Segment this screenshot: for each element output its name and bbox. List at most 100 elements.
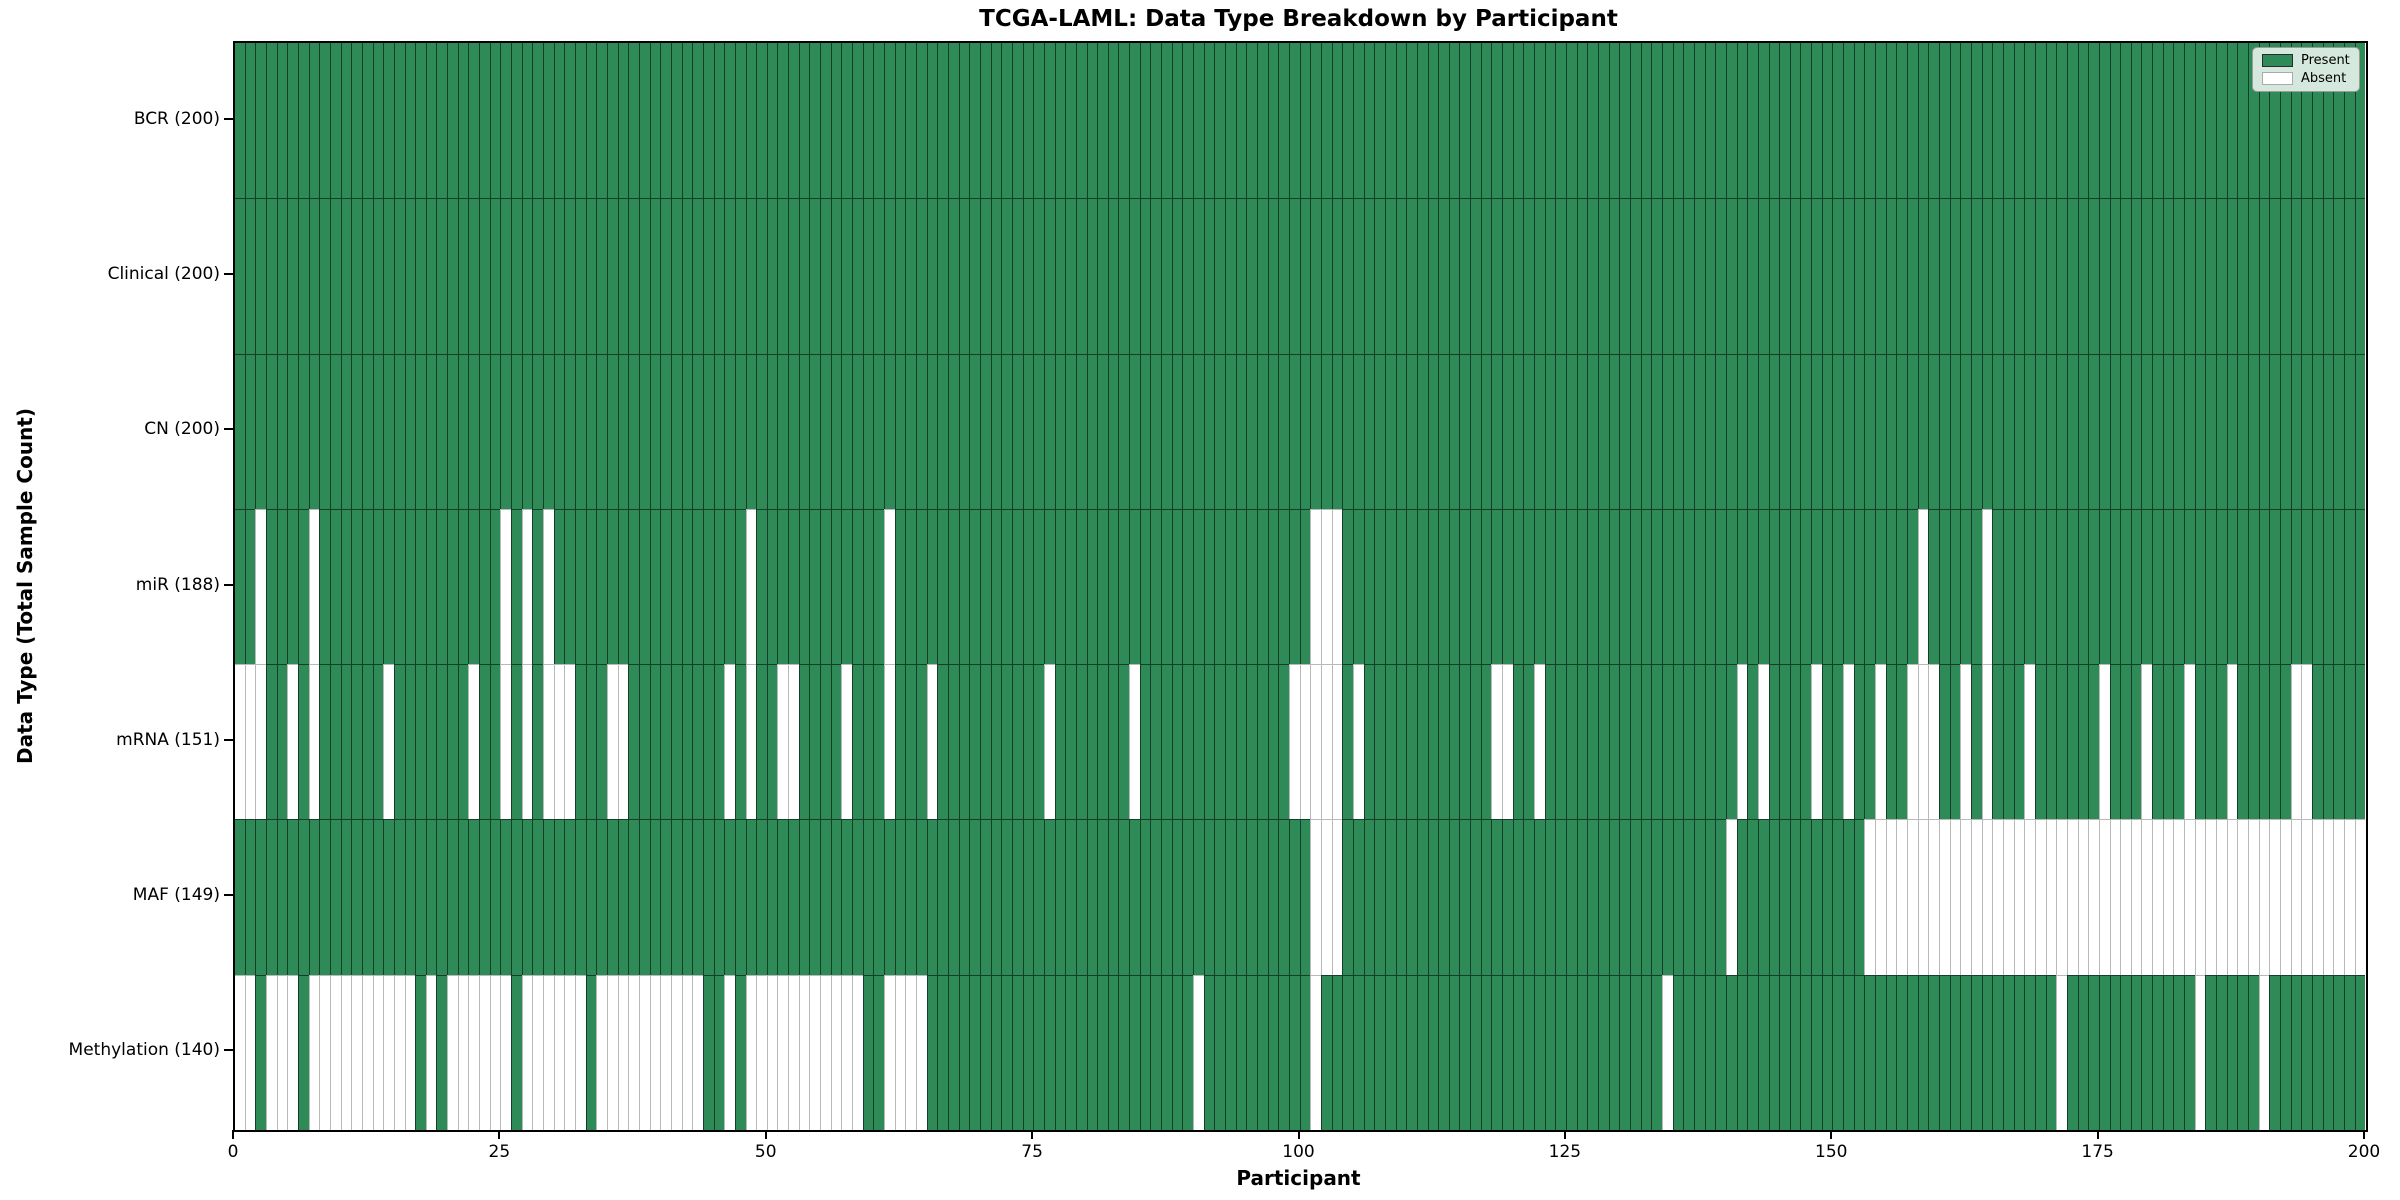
- heatmap-cell: [1661, 974, 1673, 1130]
- heatmap-cell: [575, 508, 586, 665]
- heatmap-cell: [393, 198, 405, 354]
- heatmap-cell: [1001, 819, 1012, 975]
- heatmap-cell: [297, 43, 309, 199]
- heatmap-cell: [937, 353, 948, 509]
- heatmap-cell: [969, 43, 980, 199]
- heatmap-cell: [2269, 43, 2280, 199]
- heatmap-cell: [2343, 974, 2355, 1130]
- heatmap-cell: [681, 353, 693, 509]
- heatmap-cell: [1139, 974, 1151, 1130]
- heatmap-cell: [862, 43, 874, 199]
- heatmap-cell: [2354, 974, 2366, 1130]
- heatmap-cell: [2205, 43, 2217, 199]
- heatmap-cell: [1651, 819, 1662, 975]
- heatmap-cell: [1832, 974, 1844, 1130]
- heatmap-cell: [1640, 974, 1652, 1130]
- heatmap-cell: [905, 353, 916, 509]
- heatmap-cell: [862, 974, 874, 1130]
- heatmap-cell: [2120, 974, 2131, 1130]
- heatmap-cell: [1821, 43, 1833, 199]
- heatmap-cell: [2194, 508, 2206, 665]
- heatmap-cell: [276, 664, 288, 820]
- heatmap-cell: [1534, 353, 1545, 509]
- heatmap-cell: [1331, 198, 1343, 354]
- heatmap-cell: [1054, 819, 1066, 975]
- heatmap-cell: [1203, 974, 1215, 1130]
- heatmap-cell: [2322, 43, 2334, 199]
- heatmap-cell: [1704, 353, 1716, 509]
- heatmap-cell: [1470, 43, 1481, 199]
- heatmap-cell: [1310, 974, 1321, 1130]
- heatmap-cell: [2024, 508, 2035, 665]
- heatmap-cell: [1043, 974, 1055, 1130]
- heatmap-cell: [553, 508, 565, 665]
- heatmap-cell: [1193, 198, 1204, 354]
- heatmap-cell: [575, 819, 586, 975]
- heatmap-cell: [1555, 353, 1567, 509]
- heatmap-cell: [1992, 43, 2003, 199]
- heatmap-cell: [2216, 353, 2227, 509]
- heatmap-cell: [393, 819, 405, 975]
- heatmap-cell: [1299, 353, 1311, 509]
- x-tick-mark: [2363, 1130, 2365, 1139]
- heatmap-cell: [2194, 664, 2206, 820]
- heatmap-cell: [2226, 198, 2238, 354]
- heatmap-cell: [969, 664, 980, 820]
- heatmap-cell: [2173, 43, 2185, 199]
- heatmap-cell: [2269, 353, 2280, 509]
- heatmap-cell: [788, 974, 799, 1130]
- heatmap-cell: [1001, 974, 1012, 1130]
- heatmap-cell: [553, 819, 565, 975]
- heatmap-cell: [830, 198, 842, 354]
- heatmap-cell: [308, 664, 320, 820]
- heatmap-cell: [564, 508, 575, 665]
- heatmap-cell: [1512, 508, 1524, 665]
- heatmap-cell: [2088, 43, 2099, 199]
- heatmap-cell: [937, 664, 948, 820]
- heatmap-cell: [958, 664, 970, 820]
- heatmap-cell: [1693, 43, 1705, 199]
- heatmap-cell: [2290, 819, 2302, 975]
- heatmap-cell: [319, 664, 330, 820]
- heatmap-cell: [1470, 819, 1481, 975]
- heatmap-cell: [905, 974, 916, 1130]
- heatmap-cell: [1384, 198, 1396, 354]
- legend-label: Present: [2301, 53, 2350, 68]
- heatmap-cell: [1587, 43, 1598, 199]
- heatmap-cell: [1438, 508, 1449, 665]
- heatmap-cell: [2290, 353, 2302, 509]
- heatmap-cell: [809, 353, 821, 509]
- heatmap-cell: [1033, 664, 1044, 820]
- heatmap-cell: [1843, 198, 1854, 354]
- heatmap-cell: [1384, 508, 1396, 665]
- heatmap-cell: [276, 43, 288, 199]
- heatmap-cell: [2045, 664, 2057, 820]
- heatmap-cell: [2141, 664, 2153, 820]
- heatmap-cell: [2013, 508, 2025, 665]
- heatmap-cell: [319, 198, 330, 354]
- heatmap-cell: [1480, 664, 1492, 820]
- heatmap-cell: [617, 664, 629, 820]
- legend-swatch-present-icon: [2262, 54, 2293, 67]
- heatmap-cell: [1715, 198, 1726, 354]
- heatmap-cell: [1054, 974, 1066, 1130]
- heatmap-cell: [1598, 664, 1609, 820]
- heatmap-cell: [2098, 353, 2110, 509]
- heatmap-cell: [756, 353, 767, 509]
- heatmap-cell: [1981, 508, 1993, 665]
- heatmap-cell: [1470, 664, 1481, 820]
- heatmap-cell: [2258, 974, 2270, 1130]
- heatmap-cell: [585, 43, 597, 199]
- heatmap-cell: [660, 664, 671, 820]
- heatmap-cell: [1235, 353, 1247, 509]
- heatmap-cell: [873, 508, 885, 665]
- heatmap-cell: [2130, 819, 2142, 975]
- heatmap-cell: [2088, 198, 2099, 354]
- heatmap-row-Methylation: [235, 974, 2366, 1130]
- heatmap-cell: [1651, 198, 1662, 354]
- heatmap-cell: [1832, 664, 1844, 820]
- heatmap-cell: [2130, 198, 2142, 354]
- heatmap-cell: [479, 974, 490, 1130]
- heatmap-cell: [2237, 508, 2249, 665]
- heatmap-cell: [1491, 198, 1503, 354]
